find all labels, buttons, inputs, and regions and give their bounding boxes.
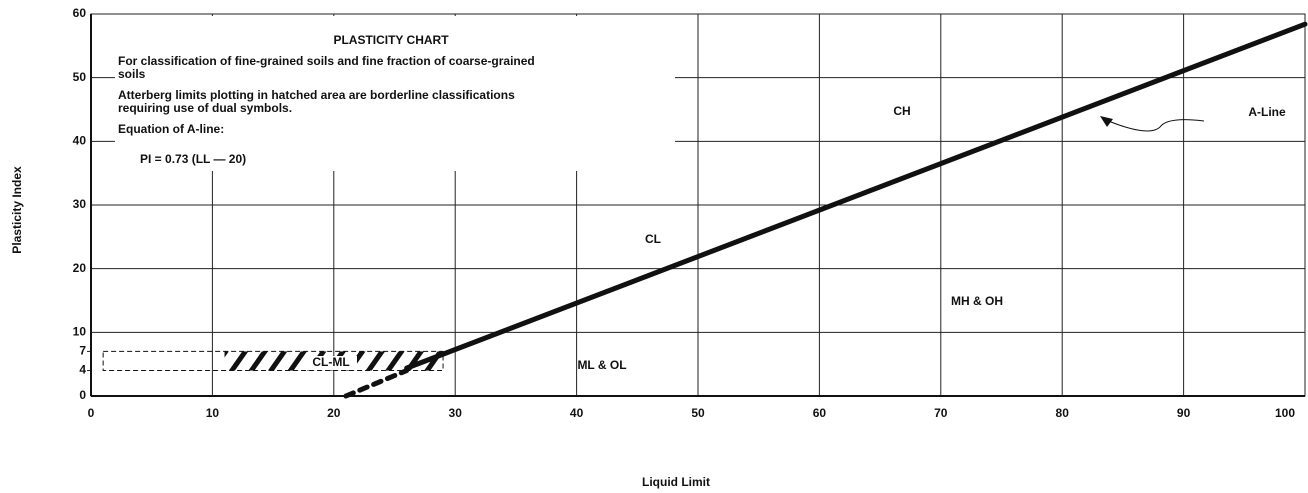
y-tick-label: 10 xyxy=(73,325,87,339)
arrow-head xyxy=(1100,116,1113,127)
x-tick-label: 30 xyxy=(449,406,463,420)
arrow xyxy=(1105,119,1205,132)
y-tick-label: 40 xyxy=(73,134,87,148)
note-line: Equation of A-line: xyxy=(118,122,224,136)
note-box xyxy=(115,16,675,171)
x-tick-label: 100 xyxy=(1275,406,1295,420)
note-line: soils xyxy=(118,67,146,81)
x-tick-label: 60 xyxy=(813,406,827,420)
y-tick-label: 20 xyxy=(73,261,87,275)
a-line xyxy=(404,21,1308,371)
y-tick-label: 50 xyxy=(73,70,87,84)
x-axis-label: Liquid Limit xyxy=(642,475,710,489)
x-tick-label: 10 xyxy=(206,406,220,420)
note-line: For classification of fine-grained soils… xyxy=(118,54,535,68)
y-tick-label: 60 xyxy=(73,6,87,20)
label-bg xyxy=(305,356,357,370)
y-tick-label: 7 xyxy=(79,344,86,358)
y-axis-label: Plasticity Index xyxy=(10,166,24,254)
region-label: CH xyxy=(893,104,910,118)
a-line-label: A-Line xyxy=(1248,105,1286,119)
region-label: MH & OH xyxy=(951,294,1003,308)
y-tick-label: 4 xyxy=(79,363,86,377)
region-label: CL xyxy=(645,232,661,246)
x-tick-label: 50 xyxy=(691,406,705,420)
region-label: ML & OL xyxy=(577,358,626,372)
dashed-zone xyxy=(102,350,444,372)
note-line: requiring use of dual symbols. xyxy=(118,101,292,115)
x-tick-label: 80 xyxy=(1056,406,1070,420)
y-tick-label: 0 xyxy=(79,388,86,402)
zone-label: CL-ML xyxy=(312,355,349,369)
x-tick-label: 0 xyxy=(88,406,95,420)
dashed-line xyxy=(343,368,410,399)
note-line: Atterberg limits plotting in hatched are… xyxy=(118,88,515,102)
chart-title: PLASTICITY CHART xyxy=(333,33,449,47)
x-tick-label: 70 xyxy=(934,406,948,420)
x-tick-label: 20 xyxy=(327,406,341,420)
y-tick-label: 30 xyxy=(73,197,87,211)
equation: PI = 0.73 (LL — 20) xyxy=(140,152,246,166)
x-tick-label: 40 xyxy=(570,406,584,420)
x-tick-label: 90 xyxy=(1177,406,1191,420)
